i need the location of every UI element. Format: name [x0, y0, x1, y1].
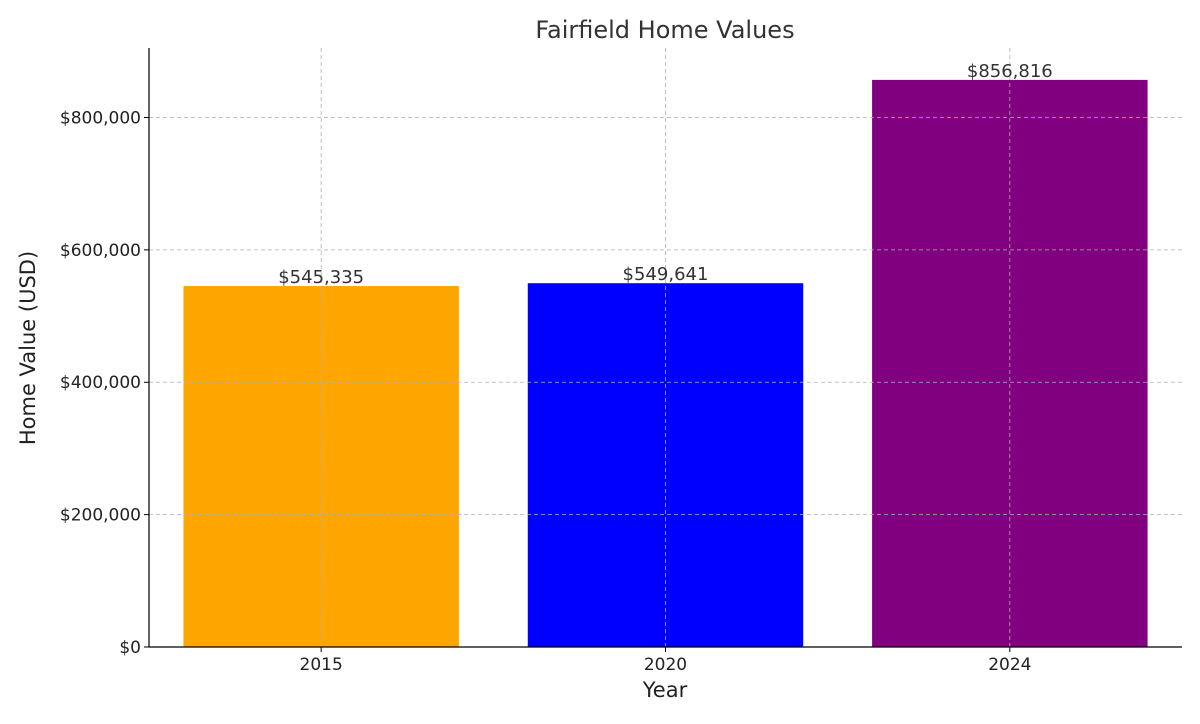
bar-value-label: $545,335 [278, 267, 364, 288]
y-tick-label: $400,000 [60, 373, 141, 393]
bar-value-label: $549,641 [623, 264, 709, 285]
bars [183, 79, 1148, 647]
y-tick-label: $800,000 [60, 108, 141, 128]
bar-value-label: $856,816 [967, 61, 1053, 82]
value-labels: $545,335 $549,641 $856,816 [278, 61, 1053, 288]
chart-title: Fairfield Home Values [535, 16, 794, 44]
grid-lines [149, 48, 1182, 647]
y-tick-label: $600,000 [60, 241, 141, 261]
bar-2015 [183, 286, 459, 647]
y-axis-title: Home Value (USD) [16, 251, 40, 445]
tick-labels: $0 $200,000 $400,000 $600,000 $800,000 2015 20… [60, 108, 1032, 675]
y-tick-label: $0 [119, 638, 141, 658]
x-tick-label: 2015 [300, 655, 343, 675]
x-tick-label: 2024 [988, 655, 1031, 675]
x-axis-title: Year [642, 678, 688, 702]
x-tick-label: 2020 [644, 655, 687, 675]
y-tick-label: $200,000 [60, 506, 141, 526]
